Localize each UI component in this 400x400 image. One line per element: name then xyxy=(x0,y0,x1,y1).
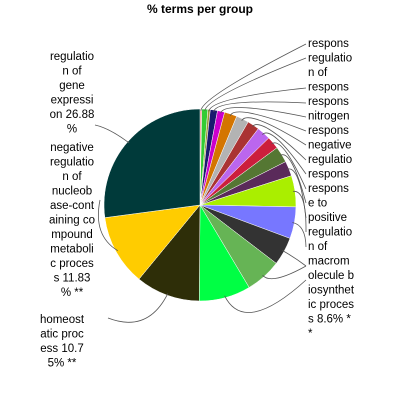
label-gene-expression-line: % xyxy=(67,124,77,136)
leader-line-8 xyxy=(262,132,307,175)
leader-line-15 xyxy=(262,265,307,280)
label-nucleobase-line: n of xyxy=(62,171,82,183)
label-nucleobase-line: mpound xyxy=(51,229,93,241)
leader-line-13 xyxy=(292,222,307,248)
label-nucleobase-line: s 11.83 xyxy=(54,273,91,285)
label-right-line: macrom xyxy=(308,256,350,268)
label-right-line: regulatio xyxy=(308,227,352,239)
leader-line-4 xyxy=(220,107,307,118)
leader-line-17 xyxy=(107,293,169,323)
label-nucleobase-line: negative xyxy=(50,142,93,154)
leader-line-0 xyxy=(200,43,307,111)
label-nucleobase-line: aining co xyxy=(49,215,95,227)
label-nucleobase-line: nucleob xyxy=(52,186,92,198)
leader-line-14 xyxy=(282,250,307,267)
slice-labels: respons regulatio n of respons respons nitrog… xyxy=(40,38,355,370)
label-homeostatic-line: atic proc xyxy=(40,329,84,341)
leader-line-12 xyxy=(293,190,307,233)
label-right-line: respons xyxy=(308,125,349,137)
label-right-line: respons xyxy=(308,96,349,108)
label-homeostatic: homeost atic proc ess 10.7 5% ** xyxy=(40,314,85,370)
label-right-line: ic proces xyxy=(308,299,354,311)
label-gene-expression-line: gene xyxy=(59,80,85,92)
leader-lines xyxy=(94,43,307,323)
label-right-line: e to xyxy=(308,198,327,210)
label-right-line: nitrogen xyxy=(308,111,350,123)
label-nucleobase-line: c proces xyxy=(50,258,94,270)
pie-slices xyxy=(103,108,297,302)
leader-line-9 xyxy=(271,142,307,190)
chart-title: % terms per group xyxy=(147,2,253,16)
leader-line-19 xyxy=(94,124,130,144)
label-homeostatic-line: homeost xyxy=(40,314,85,326)
leader-line-6 xyxy=(241,117,307,146)
leader-line-1 xyxy=(204,57,307,112)
leader-line-7 xyxy=(251,124,307,161)
label-right-line: respons xyxy=(308,169,349,181)
label-nucleobase: negative regulatio n of nucleob ase-cont aini… xyxy=(49,142,95,299)
label-right-line: positive xyxy=(308,212,347,224)
pie-slice-18 xyxy=(104,204,201,280)
leader-line-18 xyxy=(97,199,119,252)
label-gene-expression-line: n of xyxy=(62,66,82,78)
pie-slice-19 xyxy=(103,108,201,218)
label-right-line: n of xyxy=(308,67,328,79)
label-right-line: iosynthet xyxy=(308,285,355,297)
leader-line-5 xyxy=(229,111,307,132)
leader-line-10 xyxy=(279,154,307,204)
leader-line-3 xyxy=(213,101,307,113)
label-gene-expression-line: on 26.88 xyxy=(50,109,95,121)
label-right-line: respons xyxy=(308,38,349,50)
label-gene-expression: regulatio n of gene expressi on 26.88% xyxy=(50,51,95,136)
label-nucleobase-line: % ** xyxy=(61,287,84,299)
label-right-line: negative xyxy=(308,140,351,152)
label-right-line: respons xyxy=(308,183,349,195)
label-right: respons regulatio n of respons respons nitrog… xyxy=(308,38,355,340)
label-nucleobase-line: metaboli xyxy=(50,244,93,256)
label-right-line: * xyxy=(308,328,313,340)
label-homeostatic-line: ess 10.7 xyxy=(40,343,83,355)
label-homeostatic-line: 5% ** xyxy=(48,358,77,370)
label-gene-expression-line: regulatio xyxy=(50,51,94,63)
label-right-line: n of xyxy=(308,241,328,253)
label-right-line: olecule b xyxy=(308,270,354,282)
label-nucleobase-line: ase-cont xyxy=(50,200,95,212)
label-right-line: regulatio xyxy=(308,53,352,65)
label-right-line: respons xyxy=(308,82,349,94)
label-right-line: s 8.6% * xyxy=(308,314,351,326)
leader-line-2 xyxy=(208,87,307,112)
leader-line-16 xyxy=(224,279,307,313)
label-nucleobase-line: regulatio xyxy=(50,157,94,169)
label-gene-expression-line: expressi xyxy=(51,95,94,107)
label-right-line: regulatio xyxy=(308,154,352,166)
